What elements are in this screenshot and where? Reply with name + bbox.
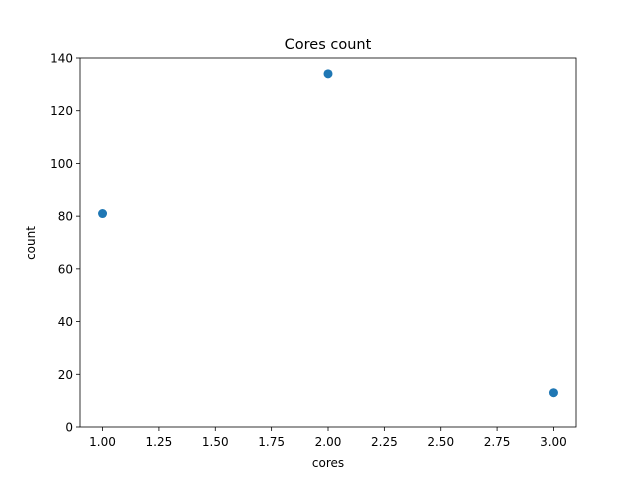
y-tick-label: 0 (65, 421, 73, 435)
x-tick-label: 1.50 (202, 435, 229, 449)
y-tick-label: 80 (58, 210, 73, 224)
x-tick-label: 1.00 (89, 435, 116, 449)
y-tick-label: 100 (50, 157, 73, 171)
data-point (548, 388, 558, 398)
y-axis-label: count (24, 226, 38, 260)
y-tick-label: 140 (50, 52, 73, 66)
chart-title: Cores count (285, 37, 372, 53)
plot-frame (79, 57, 577, 428)
y-tick-label: 40 (58, 315, 73, 329)
x-tick-label: 2.50 (427, 435, 454, 449)
x-tick-label: 2.75 (484, 435, 511, 449)
data-point (98, 209, 108, 219)
data-point (323, 69, 333, 79)
y-tick-label: 120 (50, 104, 73, 118)
x-tick-label: 1.25 (146, 435, 173, 449)
x-tick-label: 2.25 (371, 435, 398, 449)
plot-area: 1.00 1.25 1.50 1.75 2.00 2.25 2.50 2.75 3.00 0 20 4… (50, 52, 577, 449)
x-tick-label: 1.75 (258, 435, 285, 449)
x-axis-label: cores (312, 456, 344, 470)
x-tick-label: 2.00 (315, 435, 342, 449)
x-tick-label: 3.00 (540, 435, 567, 449)
y-tick-label: 20 (58, 368, 73, 382)
y-tick-label: 60 (58, 262, 73, 276)
